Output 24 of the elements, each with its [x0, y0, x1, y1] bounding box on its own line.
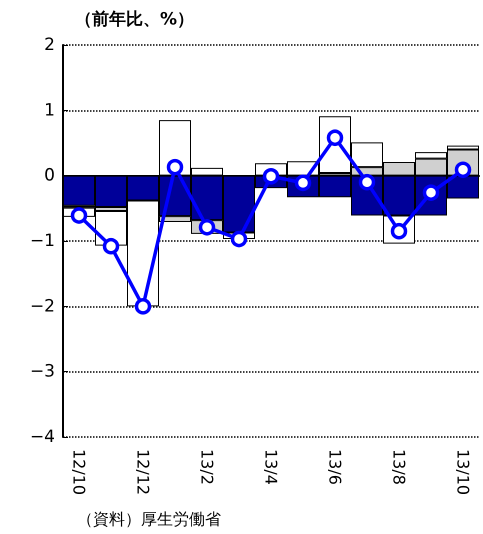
y-tick-label: −1	[30, 231, 55, 251]
point	[134, 298, 152, 315]
x-tick-label: 12/12	[134, 449, 152, 496]
point	[102, 238, 120, 254]
x-tick-label: 13/2	[198, 449, 216, 485]
chart-title: （前年比、%）	[75, 10, 194, 30]
y-tick-label: −4	[30, 427, 55, 447]
y-tick-label: −3	[30, 362, 55, 382]
x-tick-label: 13/4	[262, 449, 280, 485]
y-tick-label: 0	[44, 166, 55, 186]
point	[198, 219, 216, 236]
point	[70, 207, 88, 224]
point	[262, 168, 280, 185]
y-tick-label: 2	[44, 35, 55, 55]
point	[166, 158, 184, 176]
x-tick-label: 13/10	[454, 449, 472, 496]
text: （資料）厚生労働省	[77, 510, 221, 528]
y-tick-label: 1	[44, 100, 55, 120]
x-tick-label: 13/8	[390, 449, 408, 485]
y-tick-label: −2	[30, 296, 55, 316]
x-tick-label: 13/6	[326, 449, 344, 485]
point	[358, 174, 376, 190]
x-tick-label: 12/10	[70, 449, 88, 496]
point	[230, 230, 248, 248]
